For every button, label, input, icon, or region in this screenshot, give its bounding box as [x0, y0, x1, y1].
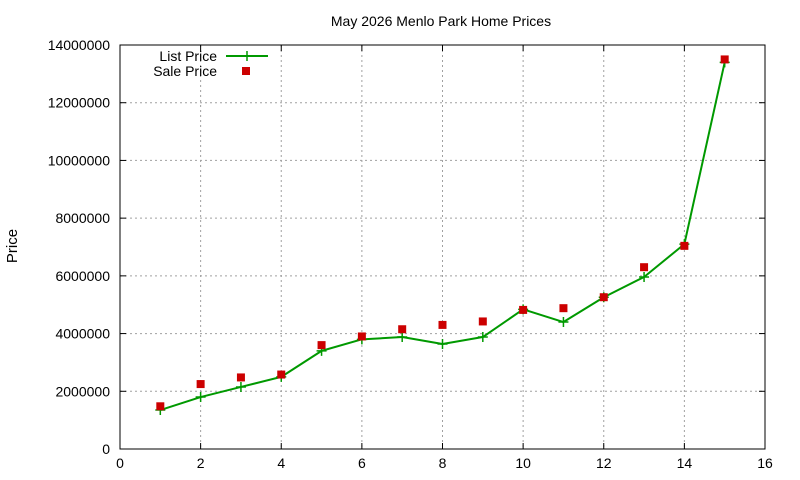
y-tick-label: 6000000: [55, 268, 110, 284]
sale-price-point: [599, 293, 608, 302]
plot-frame: [119, 44, 766, 450]
x-tick-labels: 0 2 4 6 8 10 12 14 16: [116, 455, 773, 471]
y-tick-label: 0: [102, 441, 110, 457]
y-tick-label: 12000000: [48, 95, 111, 111]
y-axis-title: Price: [4, 229, 21, 263]
y-tick-label: 4000000: [55, 326, 110, 342]
sale-price-point: [398, 325, 407, 334]
sale-price-point: [196, 380, 205, 389]
sale-price-point: [478, 317, 487, 326]
legend-marker-list-price: [242, 51, 252, 61]
sale-price-point: [357, 332, 366, 341]
x-tick-label: 0: [116, 455, 124, 471]
sale-price-point: [277, 370, 286, 379]
sale-price-point: [236, 373, 245, 382]
x-tick-label: 16: [757, 455, 773, 471]
x-tick-label: 10: [515, 455, 531, 471]
list-price-point: [558, 317, 569, 328]
y-tick-label: 10000000: [48, 152, 111, 168]
series: [155, 55, 730, 416]
legend: List Price Sale Price: [153, 48, 268, 79]
x-tick-label: 8: [439, 455, 447, 471]
sale-price-point: [720, 55, 729, 64]
list-price-point: [397, 332, 408, 343]
x-tick-label: 2: [197, 455, 205, 471]
x-tick-label: 4: [277, 455, 285, 471]
legend-label-list-price: List Price: [159, 48, 217, 64]
x-tick-label: 6: [358, 455, 366, 471]
sale-price-point: [156, 402, 165, 411]
sale-price-point: [640, 263, 649, 272]
legend-label-sale-price: Sale Price: [153, 63, 217, 79]
legend-marker-sale-price: [242, 67, 250, 75]
list-price-point: [437, 338, 448, 349]
sale-price-point: [559, 304, 568, 313]
sale-price-point: [438, 320, 447, 329]
sale-price-point: [317, 341, 326, 350]
x-tick-label: 14: [677, 455, 693, 471]
list-price-point: [195, 392, 206, 403]
list-price-point: [235, 381, 246, 392]
y-tick-label: 14000000: [48, 37, 111, 53]
chart-title: May 2026 Menlo Park Home Prices: [331, 13, 551, 29]
list-price-point: [477, 332, 488, 343]
list-price-point: [639, 272, 650, 283]
y-tick-label: 8000000: [55, 210, 110, 226]
sale-price-point: [519, 305, 528, 314]
x-tick-label: 12: [596, 455, 612, 471]
y-tick-label: 2000000: [55, 383, 110, 399]
sale-price-point: [680, 241, 689, 250]
y-tick-labels: 0 2000000 4000000 6000000 8000000 10000000 120…: [48, 37, 111, 457]
